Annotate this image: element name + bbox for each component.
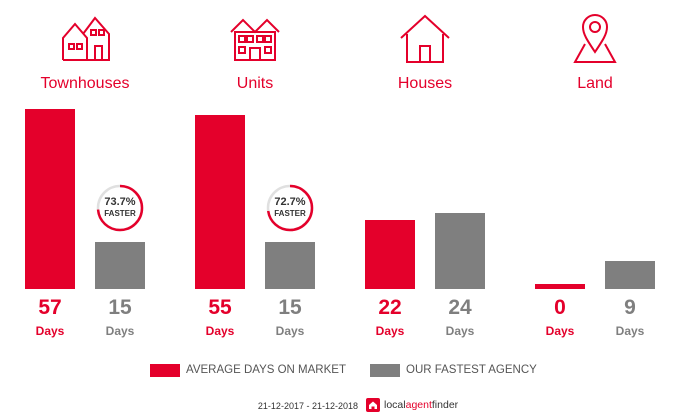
bar-market-townhouses: [25, 109, 75, 289]
legend-label-agency: OUR FASTEST AGENCY: [406, 364, 537, 376]
value-market-land: 0: [554, 296, 566, 319]
unit-market-townhouses: Days: [35, 324, 65, 338]
value-market-units: 55: [208, 296, 232, 319]
category-label-houses: Houses: [397, 75, 453, 92]
value-market-houses: 22: [378, 296, 402, 319]
bar-agency-houses: [435, 213, 485, 289]
faster-badge-townhouses: 73.7% FASTER: [95, 183, 145, 233]
unit-market-houses: Days: [375, 324, 405, 338]
brand-name: localagentfinder: [384, 399, 458, 411]
units-building-icon: [230, 18, 280, 61]
faster-percent: 73.7%: [104, 196, 136, 208]
legend-swatch-market: [150, 364, 180, 377]
townhouse-icon: [62, 16, 110, 61]
category-label-units: Units: [236, 75, 274, 92]
bar-market-houses: [365, 220, 415, 289]
value-agency-townhouses: 15: [108, 296, 132, 319]
brand-part-agent: agent: [405, 399, 432, 411]
unit-agency-units: Days: [275, 324, 305, 338]
bar-agency-land: [605, 261, 655, 289]
value-agency-land: 9: [624, 296, 636, 319]
legend-swatch-agency: [370, 364, 400, 377]
brand-part-local: local: [384, 399, 406, 411]
legend-label-market: AVERAGE DAYS ON MARKET: [186, 364, 346, 376]
unit-market-units: Days: [205, 324, 235, 338]
category-label-townhouses: Townhouses: [40, 75, 130, 92]
house-icon: [400, 14, 450, 63]
date-range: 21-12-2017 - 21-12-2018: [257, 401, 358, 411]
map-pin-icon: [573, 14, 617, 63]
unit-market-land: Days: [545, 324, 575, 338]
faster-label: FASTER: [274, 209, 306, 218]
bar-agency-townhouses: [95, 242, 145, 289]
faster-percent: 72.7%: [274, 196, 306, 208]
category-label-land: Land: [577, 75, 613, 92]
brand-part-finder: finder: [431, 399, 459, 411]
bar-agency-units: [265, 242, 315, 289]
value-agency-units: 15: [278, 296, 302, 319]
faster-label: FASTER: [104, 209, 136, 218]
unit-agency-houses: Days: [445, 324, 475, 338]
value-agency-houses: 24: [448, 296, 472, 319]
bar-market-land: [535, 284, 585, 289]
faster-badge-units: 72.7% FASTER: [265, 183, 315, 233]
unit-agency-townhouses: Days: [105, 324, 135, 338]
unit-agency-land: Days: [615, 324, 645, 338]
bar-market-units: [195, 115, 245, 289]
localagentfinder-logo-icon: [366, 398, 380, 412]
value-market-townhouses: 57: [38, 296, 62, 319]
